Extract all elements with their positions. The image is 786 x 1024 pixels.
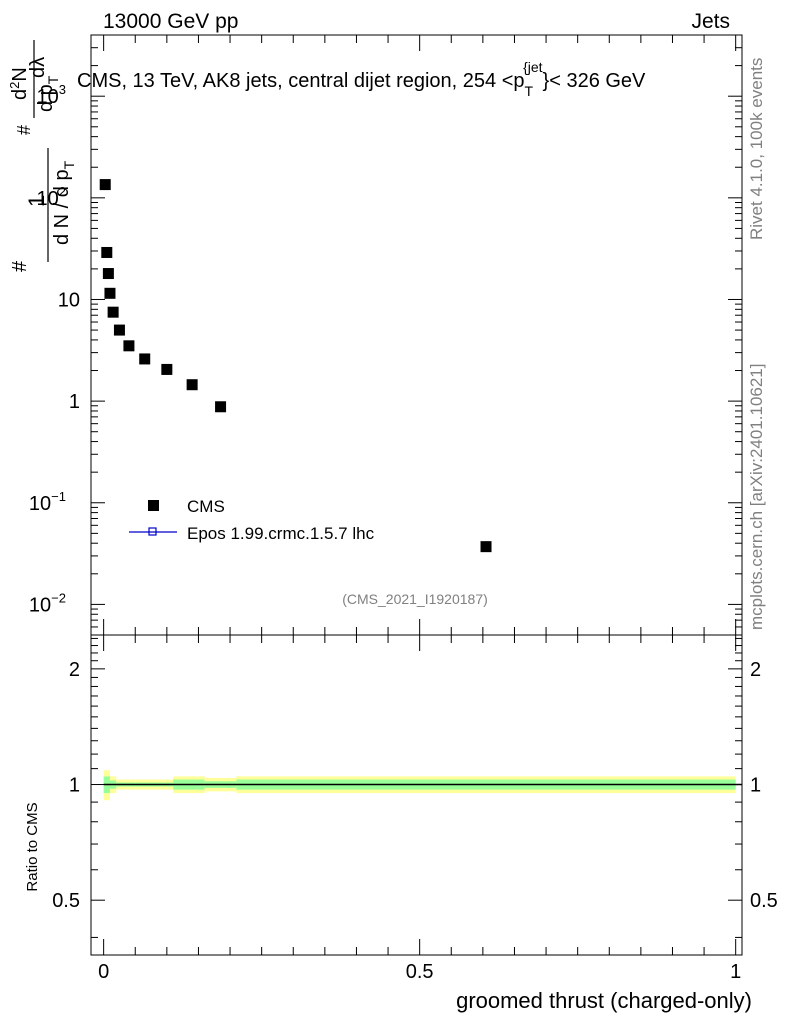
ratio-y-tick-label: 1 — [69, 775, 80, 797]
main-x-ticks — [103, 35, 737, 635]
cms-data-point — [101, 246, 113, 258]
tick-exponent: 2 — [59, 184, 66, 199]
ratio-plot: 0.5 0.51 12 2 0 0.5 1 Ratio to CMS groomed th… — [24, 634, 778, 1013]
ratio-y-axis: 0.5 0.5 1 1 2 2 — [52, 637, 778, 938]
cms-data-point — [161, 363, 173, 375]
main-y-tick-label: 10−2 — [29, 590, 66, 616]
ratio-y-tick-label-right: 0.5 — [750, 890, 778, 912]
cms-data-point — [215, 401, 227, 413]
tick-mantissa: 10 — [37, 86, 59, 108]
main-y-tick-label: 1 — [69, 391, 80, 413]
data-points — [99, 179, 492, 553]
cms-data-point — [186, 379, 198, 391]
main-y-tick-label: 10−1 — [29, 489, 66, 515]
tick-exponent: −2 — [51, 590, 66, 605]
main-plot-frame — [90, 34, 743, 636]
ylabel-denominator: d pT — [35, 75, 61, 112]
tick-mantissa: 10 — [29, 493, 51, 515]
ylabel-hash-2: # — [14, 125, 34, 135]
ratio-y-tick-label: 2 — [69, 659, 80, 681]
cms-data-point — [102, 268, 114, 280]
header-right: Jets — [691, 10, 730, 33]
tick-exponent: −1 — [51, 489, 66, 504]
ratio-x-axis: 0 0.5 1 — [98, 635, 741, 983]
x-tick-label: 0 — [98, 961, 109, 983]
legend-epos-marker — [148, 527, 157, 536]
ylabel-one: 1 — [24, 195, 49, 207]
ratio-y-tick-label: 0.5 — [52, 890, 80, 912]
main-y-tick-label: 10 — [58, 289, 80, 311]
legend-epos-label: Epos 1.99.crmc.1.5.7 lhc — [187, 524, 375, 543]
cms-data-point — [139, 353, 151, 365]
ylabel-dlambda: dλ — [27, 57, 49, 78]
ylabel-numerator: d2N — [7, 67, 31, 100]
legend: CMS Epos 1.99.crmc.1.5.7 lhc — [129, 497, 375, 543]
main-y-axis-label: # 1 d N / d pT # d2N d pT dλ — [7, 40, 77, 272]
ratio-y-tick-label-right: 2 — [750, 659, 761, 681]
ylabel-dN: d N / d pT — [51, 160, 77, 245]
chart-title: CMS, 13 TeV, AK8 jets, central dijet reg… — [77, 59, 646, 99]
ratio-y-label: Ratio to CMS — [24, 802, 41, 891]
tick-mantissa: 10 — [29, 594, 51, 616]
mcplots-label: mcplots.cern.ch [arXiv:2401.10621] — [747, 364, 766, 630]
cms-data-point — [123, 340, 135, 352]
cms-data-point — [99, 179, 111, 191]
ratio-y-tick-label-right: 1 — [750, 775, 761, 797]
legend-cms-marker — [148, 500, 159, 511]
x-axis-label: groomed thrust (charged-only) — [456, 988, 752, 1013]
x-tick-label: 1 — [730, 961, 741, 983]
tick-exponent: 3 — [59, 82, 66, 97]
cms-data-point — [113, 324, 125, 336]
cms-data-point — [480, 541, 492, 553]
cms-data-point — [104, 287, 116, 299]
x-tick-label: 0.5 — [406, 961, 434, 983]
legend-cms-label: CMS — [187, 497, 225, 516]
rivet-label: Rivet 4.1.0, 100k events — [747, 58, 766, 240]
ylabel-hash: # — [9, 260, 31, 272]
cms-data-point — [107, 306, 119, 318]
analysis-watermark: (CMS_2021_I1920187) — [342, 591, 488, 607]
ratio-plot-frame — [90, 634, 743, 956]
header-left: 13000 GeV pp — [103, 10, 238, 33]
main-y-tick-label: 103 — [37, 82, 66, 108]
